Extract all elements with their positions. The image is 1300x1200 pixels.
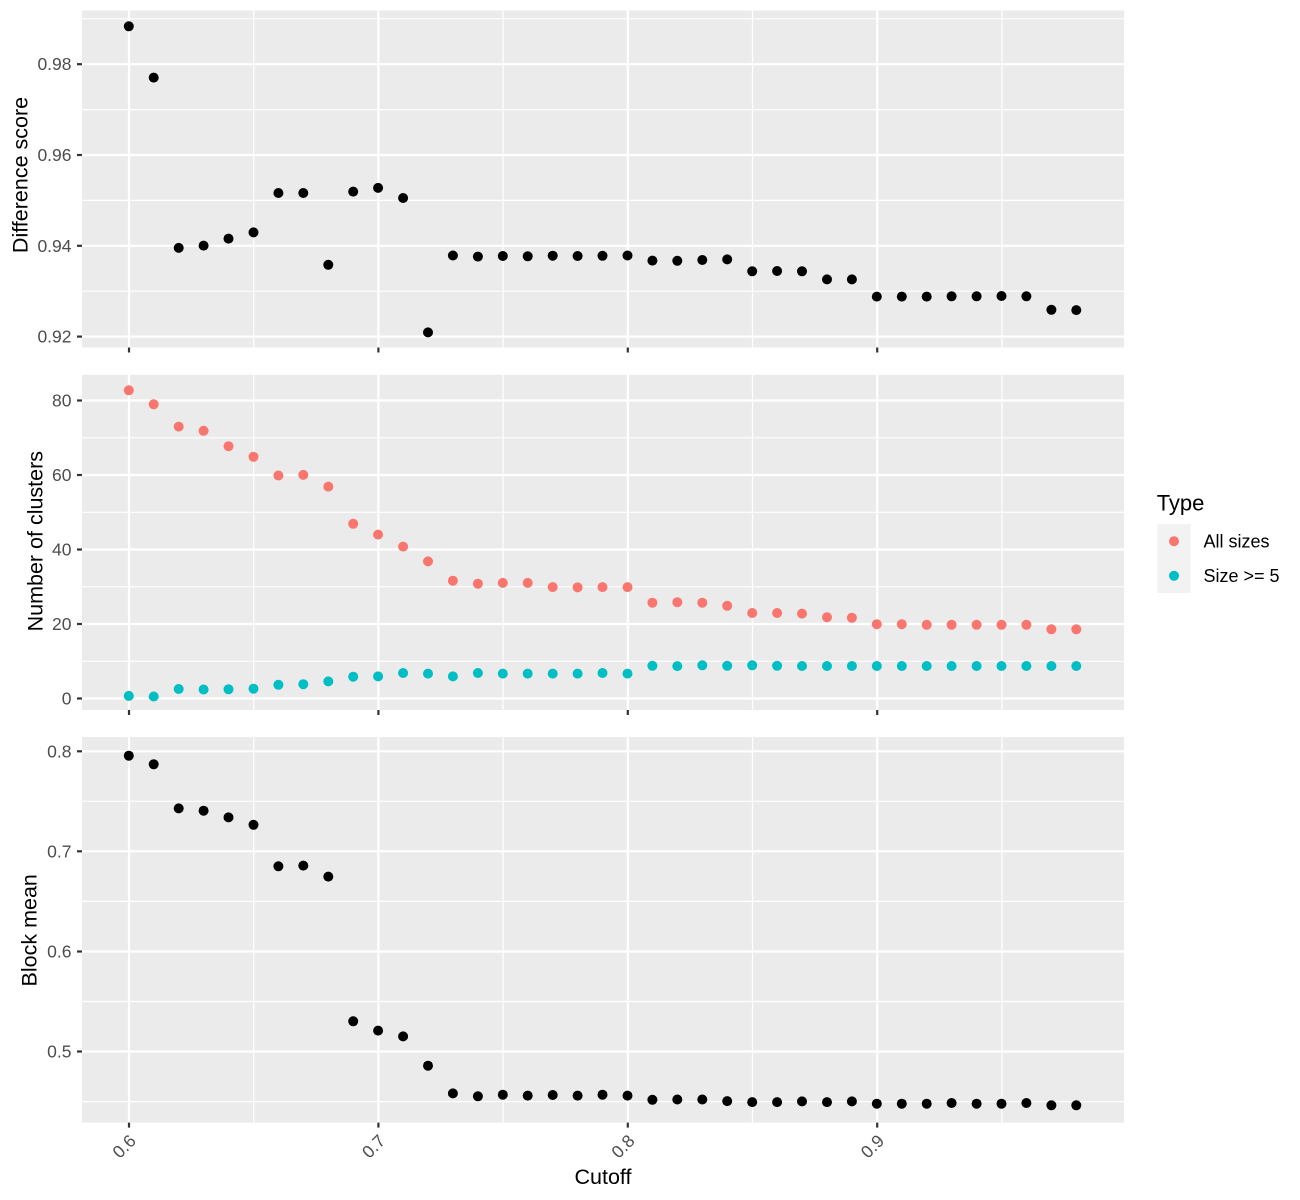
svg-text:0: 0: [62, 689, 72, 709]
svg-text:0.5: 0.5: [47, 1042, 71, 1062]
svg-text:Size >= 5: Size >= 5: [1204, 566, 1280, 586]
svg-text:All sizes: All sizes: [1204, 531, 1270, 551]
svg-text:Difference score: Difference score: [9, 97, 33, 253]
svg-text:Number of clusters: Number of clusters: [24, 451, 48, 631]
svg-text:40: 40: [52, 540, 72, 560]
svg-text:0.92: 0.92: [37, 327, 71, 347]
svg-text:0.8: 0.8: [47, 741, 71, 761]
svg-text:80: 80: [52, 391, 72, 411]
svg-text:Type: Type: [1157, 491, 1205, 516]
svg-text:60: 60: [52, 465, 72, 485]
svg-text:Block mean: Block mean: [18, 874, 42, 986]
svg-text:0.94: 0.94: [37, 236, 71, 256]
svg-text:Cutoff: Cutoff: [575, 1165, 632, 1189]
svg-text:0.96: 0.96: [37, 145, 71, 165]
svg-text:0.6: 0.6: [47, 942, 71, 962]
svg-text:0.7: 0.7: [47, 841, 71, 861]
svg-text:20: 20: [52, 614, 72, 634]
svg-text:0.98: 0.98: [37, 54, 71, 74]
